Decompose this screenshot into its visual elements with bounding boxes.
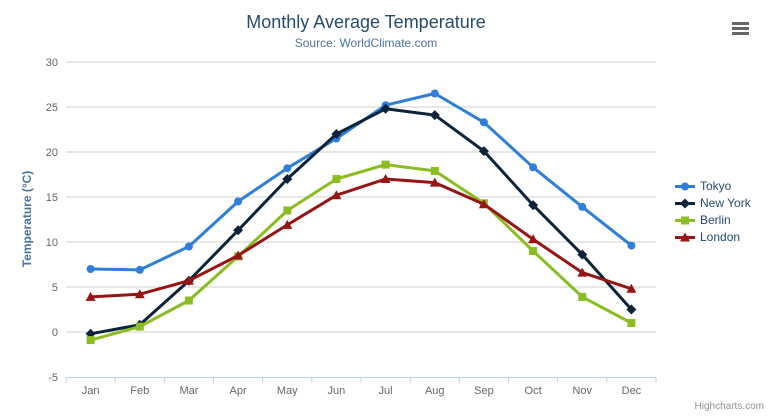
x-tick-label: Nov xyxy=(572,385,592,397)
circle-marker-icon xyxy=(675,182,695,190)
legend: Tokyo New York Berlin London xyxy=(674,178,751,245)
x-tick-label: Mar xyxy=(179,385,198,397)
data-point-berlin[interactable] xyxy=(332,175,341,183)
data-point-new-york[interactable] xyxy=(282,174,293,184)
legend-label: London xyxy=(700,230,741,244)
square-icon xyxy=(681,216,689,224)
series-new-york[interactable] xyxy=(85,103,637,339)
series-line-new-york xyxy=(89,107,633,336)
x-tick-label: Jul xyxy=(379,385,393,397)
legend-item-berlin[interactable]: Berlin xyxy=(674,212,751,228)
hamburger-menu-icon xyxy=(732,21,749,25)
data-point-berlin[interactable] xyxy=(430,166,439,175)
legend-label: Berlin xyxy=(700,213,731,227)
data-point-tokyo[interactable] xyxy=(479,118,488,127)
legend-label: Tokyo xyxy=(700,179,732,193)
hamburger-menu-icon xyxy=(732,31,749,35)
data-point-berlin[interactable] xyxy=(86,336,95,345)
x-tick-label: Feb xyxy=(130,385,149,397)
data-point-tokyo[interactable] xyxy=(135,265,144,274)
series-london[interactable] xyxy=(85,174,637,301)
credits-link[interactable]: Highcharts.com xyxy=(694,401,764,412)
data-point-berlin[interactable] xyxy=(529,247,538,255)
data-point-london[interactable] xyxy=(331,190,342,200)
triangle-marker-icon xyxy=(675,232,695,241)
data-point-berlin[interactable] xyxy=(135,322,144,331)
data-point-tokyo[interactable] xyxy=(430,89,439,98)
triangle-icon xyxy=(680,232,690,241)
data-point-london[interactable] xyxy=(528,234,539,244)
x-tick-label: Dec xyxy=(622,385,642,397)
data-point-new-york[interactable] xyxy=(233,225,244,236)
chart-title: Monthly Average Temperature xyxy=(246,12,486,32)
data-point-new-york[interactable] xyxy=(478,146,489,157)
y-tick-label: 20 xyxy=(46,147,58,159)
y-tick-label: -5 xyxy=(48,372,58,384)
data-point-london[interactable] xyxy=(183,275,194,285)
data-point-london[interactable] xyxy=(478,199,489,209)
y-axis-title: Temperature (°C) xyxy=(20,170,34,268)
data-point-berlin[interactable] xyxy=(627,319,636,327)
diamond-icon xyxy=(680,198,690,208)
y-tick-label: 15 xyxy=(46,192,58,204)
series-tokyo[interactable] xyxy=(86,89,636,274)
square-marker-icon xyxy=(675,216,695,224)
data-point-london[interactable] xyxy=(134,289,145,299)
y-axis-labels: -5 0 5 10 15 20 25 30 xyxy=(46,57,58,384)
x-tick-label: Apr xyxy=(230,385,247,397)
y-tick-label: 0 xyxy=(52,327,58,339)
data-point-tokyo[interactable] xyxy=(529,163,538,172)
x-axis-labels: Jan Feb Mar Apr May Jun Jul Aug Sep Oct Nov Dec xyxy=(82,385,642,397)
data-point-tokyo[interactable] xyxy=(184,242,193,251)
data-point-new-york[interactable] xyxy=(380,103,391,114)
y-tick-label: 10 xyxy=(46,237,58,249)
diamond-marker-icon xyxy=(675,198,695,208)
x-tick-label: Aug xyxy=(425,385,445,397)
data-point-tokyo[interactable] xyxy=(283,164,292,173)
data-point-new-york[interactable] xyxy=(626,304,637,315)
x-tick-label: Jun xyxy=(328,385,346,397)
legend-item-tokyo[interactable]: Tokyo xyxy=(674,178,751,194)
data-point-london[interactable] xyxy=(429,177,440,187)
series-line-london xyxy=(89,177,633,299)
legend-item-new-york[interactable]: New York xyxy=(674,195,751,211)
data-point-tokyo[interactable] xyxy=(627,241,636,250)
hamburger-menu-icon xyxy=(732,26,749,30)
data-point-london[interactable] xyxy=(626,283,637,293)
x-axis xyxy=(65,377,657,383)
data-point-new-york[interactable] xyxy=(331,129,342,139)
x-tick-label: Sep xyxy=(474,385,494,397)
data-point-london[interactable] xyxy=(380,174,391,183)
chart-context-menu-button[interactable] xyxy=(732,19,750,37)
data-point-berlin[interactable] xyxy=(578,292,587,301)
data-point-tokyo[interactable] xyxy=(234,197,243,206)
data-point-berlin[interactable] xyxy=(283,206,292,215)
legend-item-london[interactable]: London xyxy=(674,229,751,245)
data-point-berlin[interactable] xyxy=(381,160,390,169)
y-tick-label: 25 xyxy=(46,102,58,114)
data-point-new-york[interactable] xyxy=(429,110,440,121)
data-point-new-york[interactable] xyxy=(528,200,539,211)
circle-icon xyxy=(681,182,689,190)
x-tick-label: Oct xyxy=(525,385,542,397)
x-tick-label: Jan xyxy=(82,385,100,397)
series-line-berlin xyxy=(89,163,633,342)
y-tick-label: 5 xyxy=(52,282,58,294)
data-point-london[interactable] xyxy=(85,291,96,301)
chart-subtitle: Source: WorldClimate.com xyxy=(294,36,438,50)
data-point-tokyo[interactable] xyxy=(578,202,587,211)
data-point-london[interactable] xyxy=(577,267,588,277)
data-point-new-york[interactable] xyxy=(577,249,588,260)
legend-label: New York xyxy=(700,196,751,210)
x-tick-label: May xyxy=(277,385,298,397)
data-point-berlin[interactable] xyxy=(184,296,193,305)
data-point-london[interactable] xyxy=(282,219,293,229)
y-tick-label: 30 xyxy=(46,57,58,69)
data-point-london[interactable] xyxy=(233,250,244,260)
data-point-tokyo[interactable] xyxy=(86,265,95,273)
